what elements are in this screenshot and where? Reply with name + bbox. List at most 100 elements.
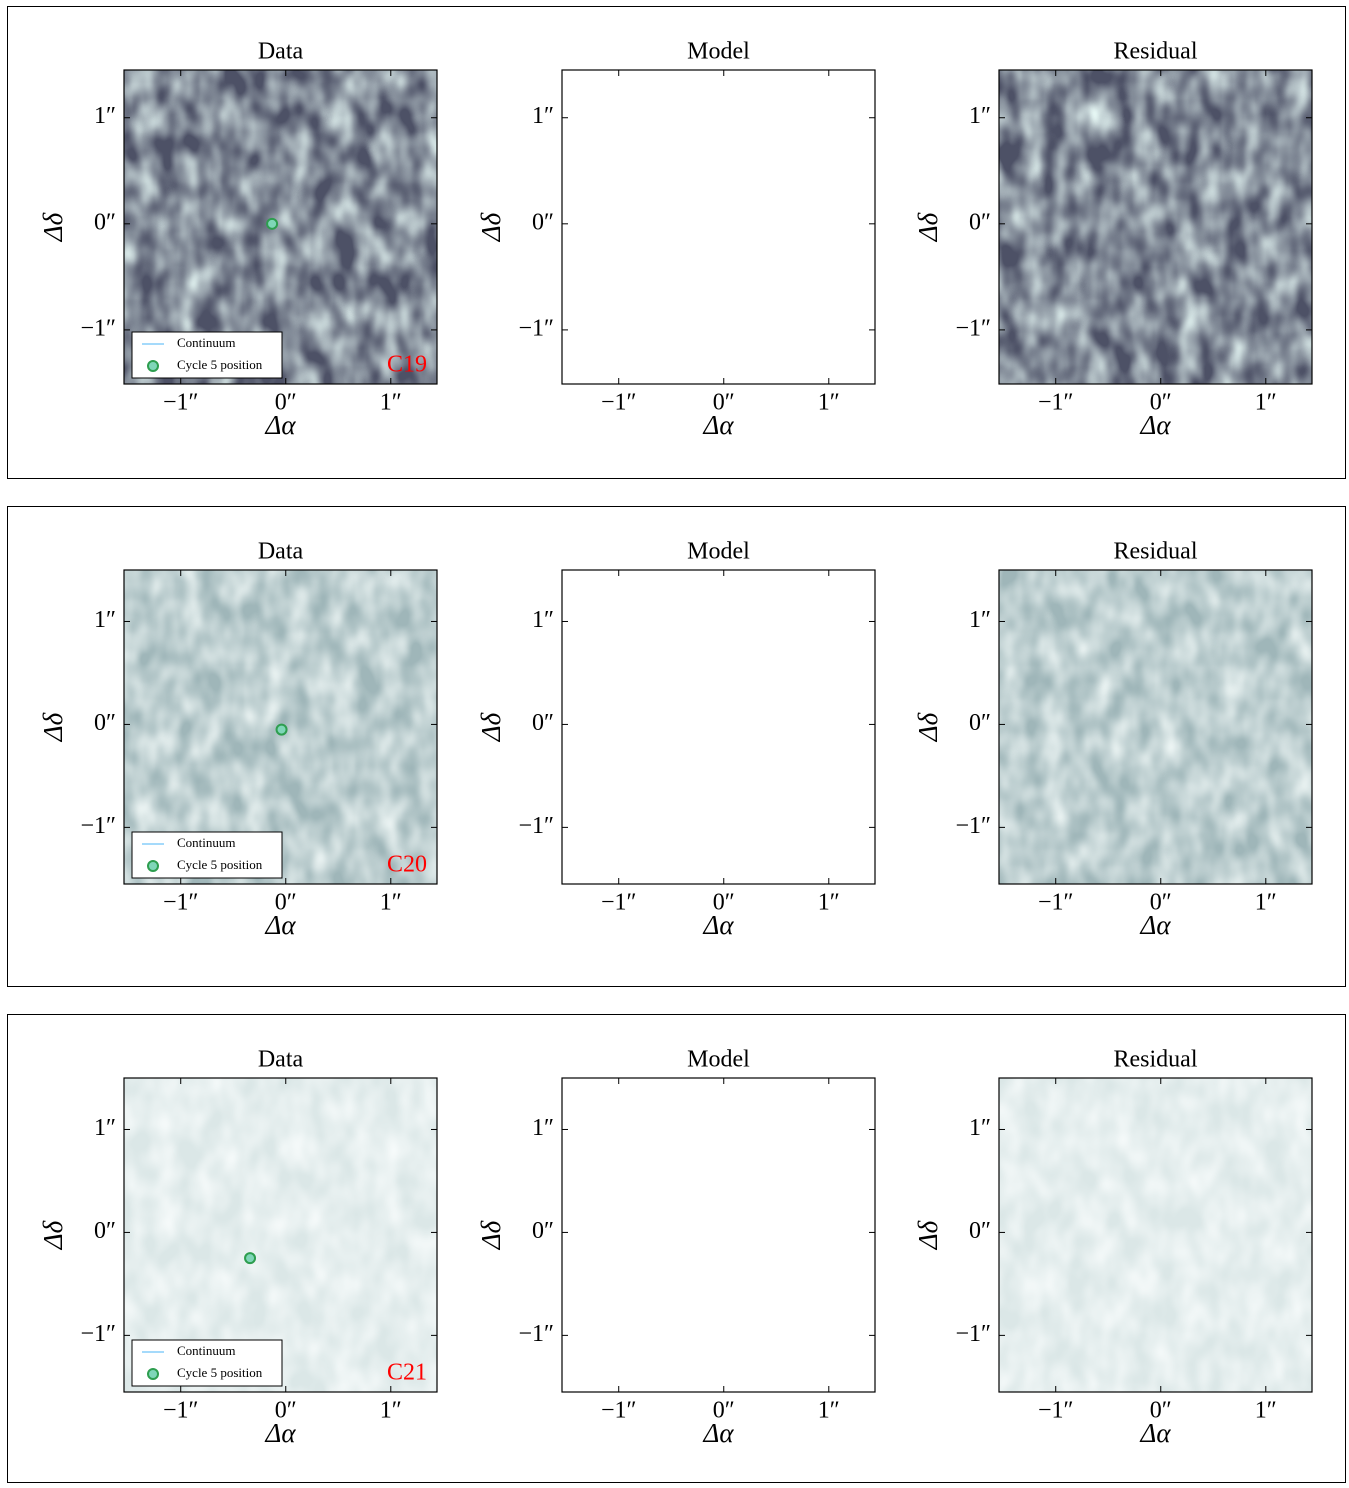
axes-frame <box>998 69 1313 385</box>
source-label: C21 <box>387 1360 427 1386</box>
y-axis-label: Δδ <box>476 712 506 742</box>
x-tick-label: 0″ <box>713 390 735 416</box>
panel-title: Model <box>687 39 750 65</box>
legend-marker <box>147 360 159 372</box>
x-tick-label: −1″ <box>163 1398 199 1424</box>
y-tick-label: 0″ <box>532 1218 554 1244</box>
y-tick-label: 0″ <box>969 710 991 736</box>
axes-frame <box>998 1077 1313 1393</box>
row-frame <box>7 506 1346 987</box>
y-tick-label: 0″ <box>94 710 116 736</box>
panel-title: Data <box>258 1047 304 1073</box>
x-axis-label: Δα <box>702 410 734 440</box>
panel-title: Model <box>687 539 750 565</box>
y-tick-label: −1″ <box>955 813 991 839</box>
y-tick-label: 1″ <box>532 607 554 633</box>
x-tick-label: −1″ <box>1038 1398 1074 1424</box>
x-axis-label: Δα <box>264 1418 296 1448</box>
x-tick-label: −1″ <box>163 890 199 916</box>
y-axis-label: Δδ <box>476 1220 506 1250</box>
x-axis-label: Δα <box>1139 910 1171 940</box>
x-tick-label: −1″ <box>601 890 637 916</box>
panel-title: Residual <box>1114 539 1198 565</box>
y-tick-label: 0″ <box>94 209 116 235</box>
y-tick-label: −1″ <box>518 813 554 839</box>
y-tick-label: −1″ <box>80 315 116 341</box>
x-tick-label: 1″ <box>818 1398 840 1424</box>
y-axis-label: Δδ <box>913 712 943 742</box>
x-tick-label: 0″ <box>1150 1398 1172 1424</box>
x-tick-label: −1″ <box>601 1398 637 1424</box>
row-frame <box>7 1014 1346 1483</box>
x-tick-label: 0″ <box>1150 390 1172 416</box>
panel-title: Data <box>258 39 304 65</box>
x-tick-label: 1″ <box>380 890 402 916</box>
y-axis-label: Δδ <box>38 712 68 742</box>
source-label: C20 <box>387 852 427 878</box>
x-tick-label: 0″ <box>713 1398 735 1424</box>
y-tick-label: 1″ <box>532 1115 554 1141</box>
y-tick-label: 0″ <box>969 1218 991 1244</box>
legend-marker <box>147 1368 159 1380</box>
x-tick-label: 0″ <box>1150 890 1172 916</box>
image-texture <box>999 1078 1312 1392</box>
x-tick-label: 1″ <box>380 390 402 416</box>
axes-frame <box>998 569 1313 885</box>
x-tick-label: 0″ <box>275 1398 297 1424</box>
axes-frame <box>561 1077 876 1393</box>
legend-label: Cycle 5 position <box>177 1365 263 1380</box>
y-axis-label: Δδ <box>913 212 943 242</box>
row-frame <box>7 6 1346 479</box>
axes-frame <box>123 69 438 385</box>
panel-title: Model <box>687 1047 750 1073</box>
y-axis-label: Δδ <box>913 1220 943 1250</box>
panel-title: Residual <box>1114 39 1198 65</box>
y-tick-label: 0″ <box>94 1218 116 1244</box>
x-tick-label: 1″ <box>818 890 840 916</box>
x-tick-label: −1″ <box>1038 390 1074 416</box>
y-tick-label: 1″ <box>94 1115 116 1141</box>
y-tick-label: −1″ <box>80 813 116 839</box>
y-tick-label: −1″ <box>955 315 991 341</box>
y-tick-label: 1″ <box>969 1115 991 1141</box>
x-tick-label: 1″ <box>1255 890 1277 916</box>
legend-marker <box>147 860 159 872</box>
x-tick-label: −1″ <box>163 390 199 416</box>
y-axis-label: Δδ <box>38 1220 68 1250</box>
axes-frame <box>561 69 876 385</box>
position-marker <box>266 217 279 230</box>
y-tick-label: 0″ <box>532 209 554 235</box>
x-axis-label: Δα <box>1139 410 1171 440</box>
position-marker <box>275 723 288 736</box>
y-tick-label: 1″ <box>969 607 991 633</box>
axes-frame <box>561 569 876 885</box>
panel-title: Data <box>258 539 304 565</box>
x-tick-label: −1″ <box>1038 890 1074 916</box>
y-tick-label: −1″ <box>518 315 554 341</box>
y-tick-label: −1″ <box>518 1321 554 1347</box>
y-tick-label: −1″ <box>955 1321 991 1347</box>
legend-label: Continuum <box>177 1343 236 1358</box>
axes-frame <box>123 569 438 885</box>
x-tick-label: 0″ <box>713 890 735 916</box>
y-axis-label: Δδ <box>476 212 506 242</box>
y-tick-label: 1″ <box>94 607 116 633</box>
image-texture <box>999 70 1312 384</box>
position-marker <box>244 1252 257 1265</box>
x-axis-label: Δα <box>702 910 734 940</box>
legend-label: Continuum <box>177 335 236 350</box>
y-tick-label: −1″ <box>80 1321 116 1347</box>
x-tick-label: 1″ <box>818 390 840 416</box>
x-tick-label: 0″ <box>275 890 297 916</box>
x-axis-label: Δα <box>264 410 296 440</box>
legend-label: Cycle 5 position <box>177 357 263 372</box>
y-tick-label: 1″ <box>532 103 554 129</box>
x-axis-label: Δα <box>264 910 296 940</box>
legend-label: Continuum <box>177 835 236 850</box>
x-tick-label: −1″ <box>601 390 637 416</box>
panel-title: Residual <box>1114 1047 1198 1073</box>
x-tick-label: 1″ <box>380 1398 402 1424</box>
x-axis-label: Δα <box>702 1418 734 1448</box>
y-tick-label: 1″ <box>969 103 991 129</box>
